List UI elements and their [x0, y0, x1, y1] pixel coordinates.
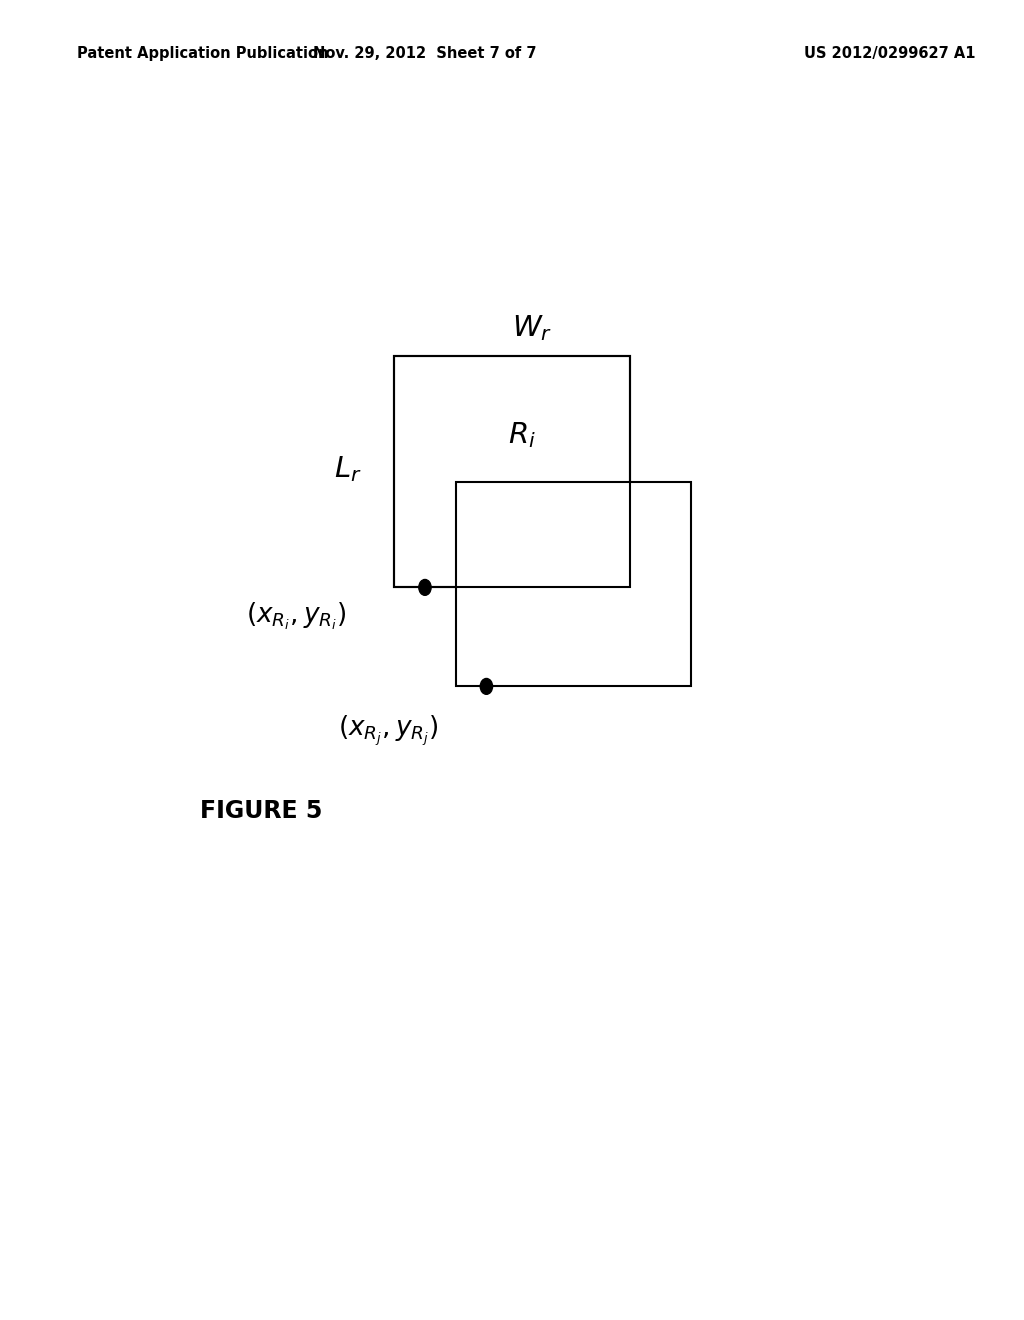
- Circle shape: [480, 678, 493, 694]
- Text: $(x_{R_i}, y_{R_i})$: $(x_{R_i}, y_{R_i})$: [246, 601, 346, 632]
- Bar: [394, 356, 630, 587]
- Text: FIGURE 5: FIGURE 5: [200, 799, 323, 822]
- Text: $(x_{R_j}, y_{R_j})$: $(x_{R_j}, y_{R_j})$: [338, 713, 438, 747]
- Text: Nov. 29, 2012  Sheet 7 of 7: Nov. 29, 2012 Sheet 7 of 7: [313, 46, 537, 61]
- Text: Patent Application Publication: Patent Application Publication: [77, 46, 329, 61]
- Circle shape: [419, 579, 431, 595]
- Text: $R_j$: $R_j$: [590, 583, 618, 618]
- Bar: [394, 356, 630, 587]
- Text: $R_i$: $R_i$: [508, 421, 537, 450]
- Bar: [456, 482, 691, 686]
- Text: $W_r$: $W_r$: [512, 313, 553, 343]
- Text: $L_r$: $L_r$: [334, 454, 362, 483]
- Text: US 2012/0299627 A1: US 2012/0299627 A1: [804, 46, 975, 61]
